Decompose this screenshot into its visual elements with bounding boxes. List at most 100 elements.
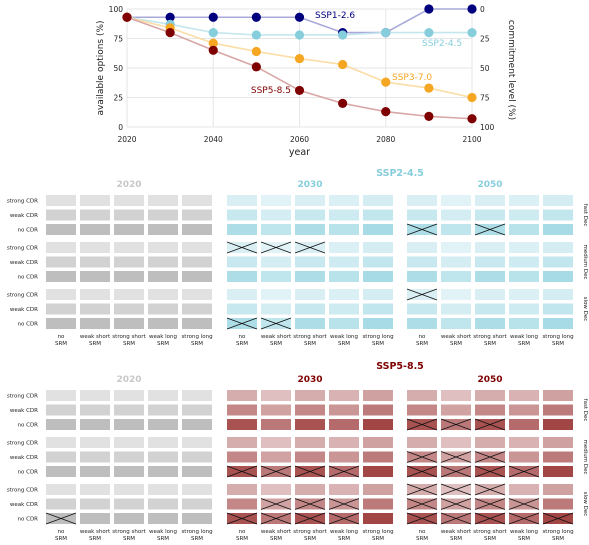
heatmap-cell [227,195,257,206]
heatmap-cell [80,451,110,463]
heatmap-cell [363,466,393,477]
heatmap-cell [295,224,325,235]
heatmap-cell [509,451,539,463]
series-ssp5-8-5: SSP5-8.5 [122,12,477,124]
heatmap-cell [475,256,505,268]
heatmap-cell [80,242,110,253]
heatmap-cell [148,513,178,524]
heatmap-cell [227,484,257,495]
heatmap-cell [543,209,573,221]
heatmap-cell [441,437,471,448]
cross-mark [440,498,472,510]
heatmap-cell [80,498,110,510]
heatmap-cell [80,437,110,448]
heatmap-cell [363,289,393,300]
heatmap-cell [46,437,76,448]
cross-mark [294,512,326,525]
heatmap-cell [182,437,212,448]
y-tick-label: 75 [113,35,123,44]
x-tick-label: 2020 [117,135,136,144]
heatmap-cell [148,256,178,268]
heatmap-cell [114,271,144,282]
heatmap-cell [182,318,212,329]
column-label: strong short SRM [293,529,327,542]
cross-mark [440,465,472,478]
heatmap-cell [46,419,76,430]
heatmap-cell [148,209,178,221]
heatmap-cell [475,303,505,315]
cross-mark [406,418,438,431]
heatmap-cell [329,404,359,416]
cross-mark [406,223,438,236]
heatmap-cell [114,390,144,401]
column-label: strong long SRM [542,334,573,347]
heatmap-cell [475,404,505,416]
panel-title: 2020 [116,375,141,385]
heatmap-cell [261,451,291,463]
cross-mark [474,512,506,525]
row-label: weak CDR [10,502,38,508]
heatmap-cell [475,390,505,401]
heatmap-cell [543,303,573,315]
heatmap-cell [441,271,471,282]
heatmap-cell [114,451,144,463]
heatmap-cell [114,224,144,235]
row-label: strong CDR [7,246,38,252]
heatmap-cell [363,303,393,315]
row-group-label: slow Dec [582,492,588,517]
heatmap-cell [441,242,471,253]
heatmap-cell [543,437,573,448]
heatmap-cell [261,404,291,416]
heatmap-cell [543,498,573,510]
heatmap-cell [46,242,76,253]
data-point [424,27,434,38]
heatmap-cell [509,271,539,282]
heatmap-cell [261,390,291,401]
heatmap-cell [261,209,291,221]
heatmap-cell [295,271,325,282]
heatmap-cell [407,404,437,416]
data-point [251,30,261,40]
data-point [467,4,477,14]
heatmap-cell [227,404,257,416]
column-label: weak long SRM [149,529,177,542]
heatmap-cell [46,195,76,206]
heatmap-cell [543,466,573,477]
cross-mark [406,288,438,301]
heatmap-cell [114,498,144,510]
heatmap-cell [148,195,178,206]
cross-mark [406,512,438,525]
row-group-label: medium Dec [582,440,588,475]
heatmap-cell [182,419,212,430]
heatmap-cell [80,209,110,221]
heatmap-cell [114,303,144,315]
cross-mark [260,512,292,525]
heatmap-cell [295,419,325,430]
cross-mark [440,483,472,496]
heatmap-cell [80,271,110,282]
data-point [467,114,477,124]
heatmap-cell [363,498,393,510]
cross-mark [474,483,506,496]
heatmap-cell [148,303,178,315]
heatmap-cell [363,390,393,401]
heatmap-cell [441,256,471,268]
y2-tick-label: 0 [480,5,485,14]
data-point [208,12,218,22]
heatmap-title: SSP5-8.5 [376,361,424,372]
panel-2050: 2050 [406,375,574,525]
data-point [251,12,261,22]
heatmap-cell [261,256,291,268]
heatmap-cell [227,390,257,401]
heatmap-cell [182,256,212,268]
data-point [381,27,391,38]
heatmap-cell [509,437,539,448]
heatmap-cell [227,498,257,510]
heatmap-cell [543,195,573,206]
heatmap-cell [114,404,144,416]
heatmap-cell [148,484,178,495]
heatmap-cell [407,242,437,253]
heatmap-cell [46,498,76,510]
panel-title: 2030 [297,375,322,385]
heatmap-cell [543,419,573,430]
